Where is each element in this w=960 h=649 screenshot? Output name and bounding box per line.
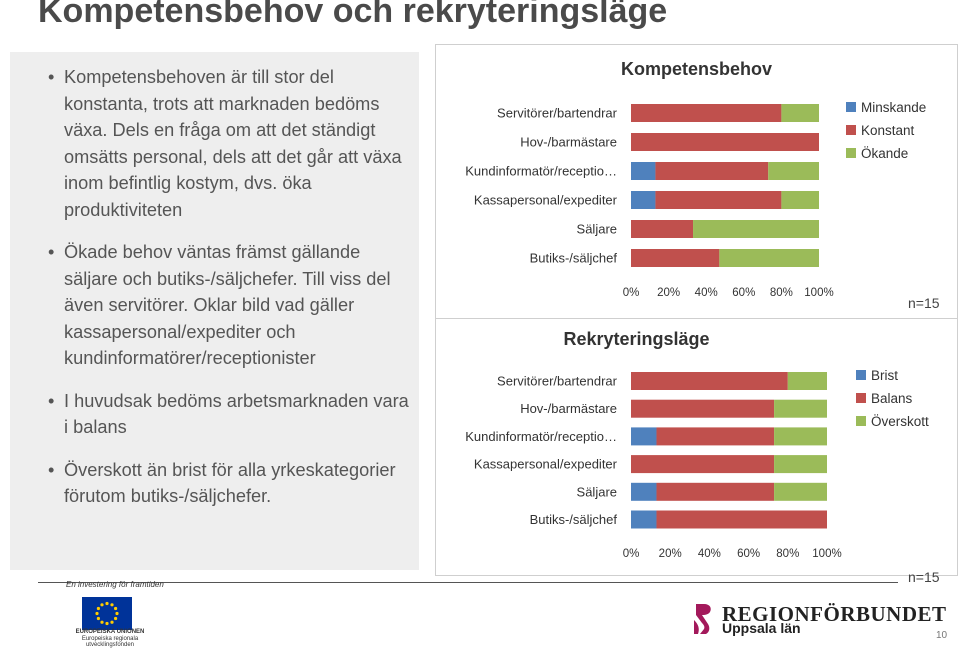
region-subtitle: Uppsala län — [722, 620, 801, 636]
bar-segment — [774, 399, 827, 418]
bullet-text: Ökade behov väntas främst gällande sälja… — [64, 242, 391, 368]
bar-segment — [631, 133, 819, 151]
bullet-dot: • — [48, 242, 55, 262]
legend-label: Ökande — [861, 146, 908, 161]
bar-segment — [631, 220, 694, 238]
kompetensbehov-chart-svg: Servitörer/bartendrar Hov-/barmästare Kund… — [465, 100, 926, 299]
footer-divider — [38, 582, 898, 583]
category-label: Servitörer/bartendrar — [497, 374, 618, 389]
legend-swatch — [856, 393, 866, 403]
bar-segment — [631, 455, 775, 474]
bar-segment — [655, 162, 769, 180]
x-tick-label: 40% — [698, 548, 721, 560]
category-label: Säljare — [577, 222, 617, 237]
chart-title: Rekryteringsläge — [563, 329, 710, 349]
x-tick-label: 60% — [732, 287, 755, 299]
bar-segment — [631, 104, 782, 122]
bar-segment — [631, 482, 657, 501]
x-tick-label: 40% — [695, 287, 718, 299]
x-tick-label: 80% — [770, 287, 793, 299]
bar-segment — [774, 482, 827, 501]
bullet-item: • Kompetensbehoven är till stor del konst… — [10, 64, 419, 223]
region-name: REGIONFÖRBUNDET — [722, 602, 947, 626]
category-label: Kassapersonal/expediter — [474, 193, 618, 208]
bar-segment — [656, 510, 827, 529]
bullet-dot: • — [48, 459, 55, 480]
eu-caption-line: EUROPEISKA UNIONEN — [75, 629, 145, 635]
slide-title: Kompetensbehov och rekryteringsläge — [38, 0, 668, 30]
legend-label: Balans — [871, 391, 913, 406]
legend-label: Brist — [871, 368, 898, 383]
bar-segment — [631, 427, 657, 446]
category-label: Säljare — [577, 484, 617, 499]
category-label: Butiks-/säljchef — [530, 512, 618, 527]
bar-segment — [655, 191, 782, 209]
legend-swatch — [856, 416, 866, 426]
bar-segment — [774, 455, 827, 474]
bar-segment — [631, 510, 657, 529]
sample-size-label: n=15 — [908, 295, 940, 311]
x-tick-label: 0% — [623, 548, 640, 560]
eu-flag-icon — [82, 597, 132, 630]
bar-segment — [768, 162, 819, 180]
bullet-list: • Kompetensbehoven är till stor del konst… — [10, 64, 419, 526]
legend-label: Konstant — [861, 123, 915, 138]
legend-swatch — [846, 125, 856, 135]
kompetensbehov-chart: Kompetensbehov Servitörer/bartendrar Hov-… — [435, 44, 958, 319]
eu-caption-line: Europeiska regionala — [81, 635, 139, 642]
x-tick-label: 0% — [623, 287, 640, 299]
x-tick-label: 60% — [737, 548, 760, 560]
category-label: Hov-/barmästare — [520, 135, 617, 150]
sample-size-label: n=15 — [908, 569, 940, 585]
bullet-text: Kompetensbehoven är till stor del konsta… — [64, 67, 402, 220]
bullet-item: • Ökade behov väntas främst gällande sälj… — [10, 239, 419, 372]
eu-caption-line: utvecklingsfonden — [85, 642, 135, 648]
bar-segment — [781, 104, 819, 122]
legend-label: Överskott — [871, 414, 929, 429]
bullet-item: • I huvudsak bedöms arbetsmarknaden vara … — [10, 388, 419, 441]
category-label: Kundinformatör/receptio… — [465, 164, 617, 179]
bar-segment — [693, 220, 819, 238]
chart-title: Kompetensbehov — [620, 59, 773, 79]
category-label: Hov-/barmästare — [520, 401, 617, 416]
page-number: 10 — [936, 630, 948, 641]
bar-segment — [774, 427, 827, 446]
category-label: Butiks-/säljchef — [530, 251, 618, 266]
bar-segment — [631, 162, 656, 180]
legend-label: Minskande — [861, 100, 926, 115]
bar-segment — [656, 482, 775, 501]
bar-segment — [631, 399, 775, 418]
text-panel: • Kompetensbehoven är till stor del konst… — [10, 52, 419, 570]
bullet-item: • Överskott än brist för alla yrkeskatego… — [10, 457, 419, 510]
category-label: Kassapersonal/expediter — [474, 457, 618, 472]
category-label: Kundinformatör/receptio… — [465, 429, 617, 444]
rekryteringslage-chart: Rekryteringsläge Servitörer/bartendrar Ho… — [435, 318, 958, 576]
category-label: Servitörer/bartendrar — [497, 106, 618, 121]
x-tick-label: 80% — [776, 548, 799, 560]
x-tick-label: 100% — [804, 287, 833, 299]
x-tick-label: 100% — [812, 548, 841, 560]
bar-segment — [719, 249, 819, 267]
x-tick-label: 20% — [659, 548, 682, 560]
bullet-text: I huvudsak bedöms arbetsmarknaden vara i… — [64, 390, 409, 438]
legend-swatch — [856, 370, 866, 380]
bar-segment — [631, 249, 720, 267]
bullet-dot: • — [48, 390, 55, 411]
bar-segment — [656, 427, 775, 446]
bullet-dot: • — [48, 67, 55, 87]
investing-tagline: En investering för framtiden — [66, 580, 164, 589]
bar-segment — [787, 372, 827, 390]
bullet-text: Överskott än brist för alla yrkeskategor… — [64, 459, 396, 507]
bar-segment — [631, 372, 788, 390]
eu-caption: EUROPEISKA UNIONEN Europeiska regionala … — [70, 629, 150, 649]
legend-swatch — [846, 148, 856, 158]
bar-segment — [631, 191, 656, 209]
rekryteringslage-chart-svg: Servitörer/bartendrar Hov-/barmästare Kund… — [465, 368, 929, 560]
x-tick-label: 20% — [657, 287, 680, 299]
legend-swatch — [846, 102, 856, 112]
region-logo-icon — [694, 604, 711, 634]
bar-segment — [781, 191, 819, 209]
